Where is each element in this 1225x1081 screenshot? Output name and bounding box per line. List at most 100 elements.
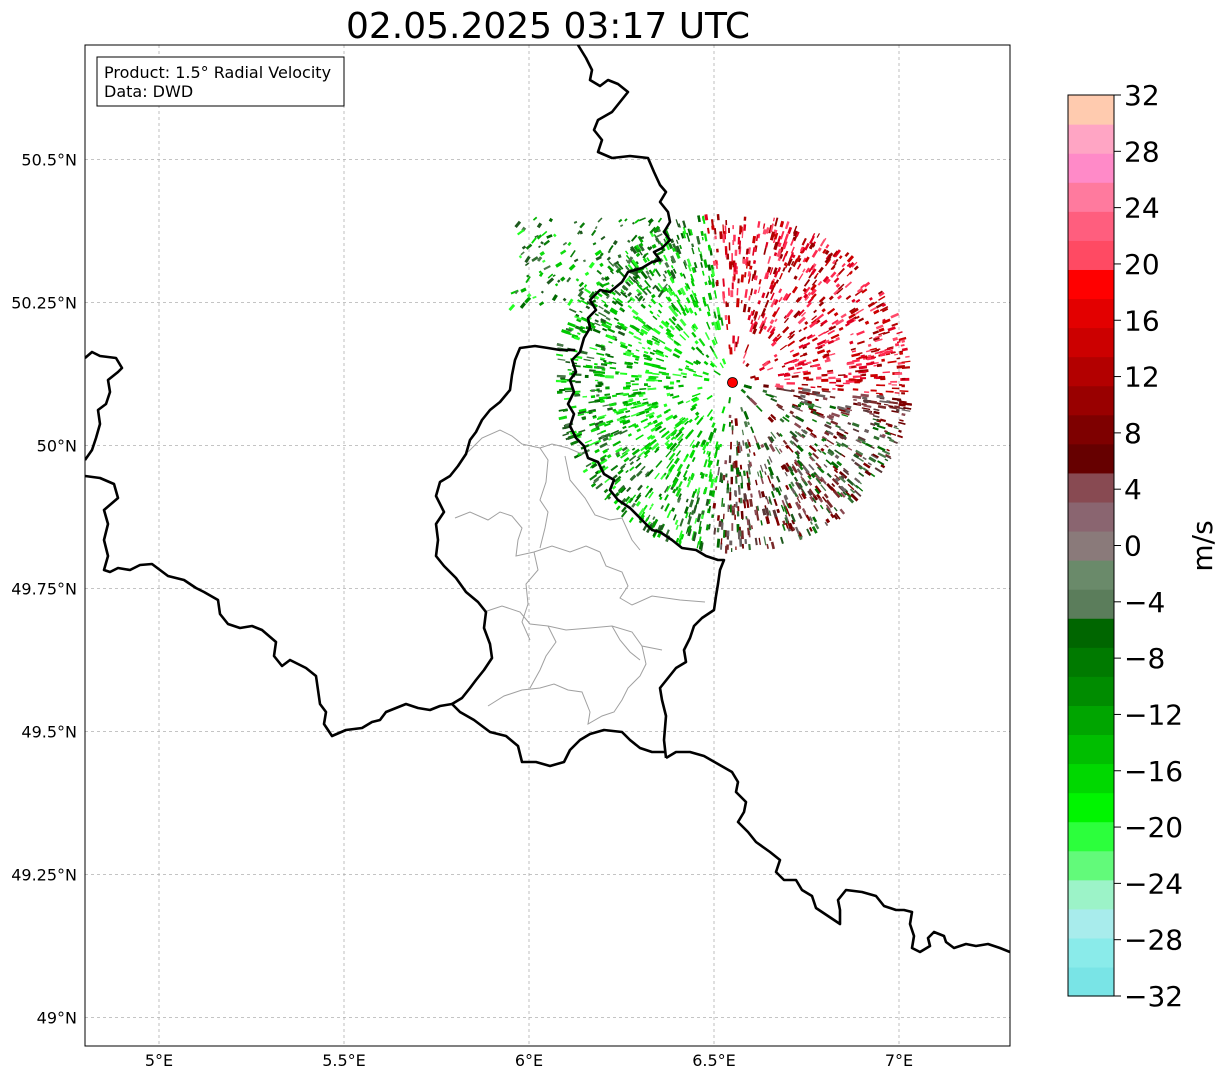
radar-echo xyxy=(764,471,767,475)
radar-echo xyxy=(818,497,824,503)
radar-echo xyxy=(605,386,610,390)
radar-echo xyxy=(543,239,551,246)
radar-echo xyxy=(901,413,906,416)
radar-echo xyxy=(650,442,660,451)
radar-echo xyxy=(665,529,670,536)
radar-echo xyxy=(811,337,818,342)
radar-echo xyxy=(868,296,873,301)
radar-echo xyxy=(744,442,749,449)
radar-echo xyxy=(803,286,811,295)
radar-echo xyxy=(748,449,751,453)
radar-echo xyxy=(779,417,785,423)
radar-echo xyxy=(703,233,708,242)
radar-echo xyxy=(636,292,642,297)
radar-echo xyxy=(642,290,648,296)
radar-echo xyxy=(631,447,636,451)
radar-echo xyxy=(692,397,700,403)
radar-echo xyxy=(708,473,713,482)
radar-echo xyxy=(869,306,877,312)
radar-echo xyxy=(558,415,568,421)
radar-echo xyxy=(690,473,695,481)
radar-echo xyxy=(736,336,740,344)
radar-echo xyxy=(595,482,603,490)
radar-echo xyxy=(642,298,646,302)
radar-echo xyxy=(606,256,611,261)
radar-echo xyxy=(573,336,580,341)
lon-tick-label: 6.5°E xyxy=(692,1051,736,1070)
radar-echo xyxy=(667,471,672,476)
radar-echo xyxy=(734,514,736,520)
colorbar-tick-label: −28 xyxy=(1124,924,1183,957)
radar-echo xyxy=(846,407,851,410)
radar-echo xyxy=(846,255,855,263)
radar-echo xyxy=(675,443,681,449)
radar-echo xyxy=(902,402,912,406)
radar-echo xyxy=(649,351,655,356)
radar-echo xyxy=(817,280,823,286)
radar-echo xyxy=(708,431,714,441)
radar-echo xyxy=(831,265,836,270)
radar-echo xyxy=(888,438,895,443)
radar-echo xyxy=(650,364,656,367)
radar-echo xyxy=(634,494,642,503)
radar-echo xyxy=(851,422,860,428)
radar-echo xyxy=(748,519,751,528)
radar-echo xyxy=(728,397,732,404)
radar-echo xyxy=(726,302,729,307)
radar-echo xyxy=(684,431,692,440)
radar-echo xyxy=(747,476,751,486)
radar-echo xyxy=(846,361,853,364)
radar-echo xyxy=(631,324,640,332)
radar-echo xyxy=(808,454,816,462)
radar-echo xyxy=(784,221,790,230)
colorbar-step xyxy=(1068,95,1114,125)
radar-echo xyxy=(855,449,864,456)
radar-echo xyxy=(842,491,847,496)
radar-echo xyxy=(633,245,640,253)
radar-echo xyxy=(691,392,701,398)
radar-echo xyxy=(884,430,888,433)
radar-echo xyxy=(787,340,796,347)
radar-echo xyxy=(872,453,879,459)
radar-echo xyxy=(784,471,788,477)
radar-echo xyxy=(846,318,855,325)
radar-echo xyxy=(850,307,859,315)
radar-echo xyxy=(720,522,724,530)
radar-echo xyxy=(644,517,649,522)
colorbar-step xyxy=(1068,821,1114,852)
radar-echo xyxy=(556,390,563,394)
radar-echo xyxy=(562,408,568,412)
radar-echo xyxy=(646,288,652,295)
radar-echo xyxy=(632,354,640,359)
radar-echo xyxy=(826,439,835,445)
radar-echo xyxy=(588,410,593,415)
radar-echo xyxy=(562,297,567,302)
radar-echo xyxy=(737,506,740,512)
radar-echo xyxy=(677,400,684,405)
radar-echo xyxy=(796,459,804,467)
radar-echo xyxy=(625,350,635,356)
radar-echo xyxy=(789,440,795,446)
radar-echo xyxy=(692,324,696,329)
radar-echo xyxy=(652,315,658,321)
radar-echo xyxy=(627,304,633,309)
radar-echo xyxy=(802,362,809,366)
radar-echo xyxy=(656,314,661,318)
radar-echo xyxy=(654,421,664,428)
radar-echo xyxy=(638,236,645,240)
radar-echo xyxy=(588,400,598,404)
radar-echo xyxy=(853,453,860,459)
radar-echo xyxy=(738,249,741,255)
radar-echo xyxy=(831,483,836,488)
radar-echo xyxy=(850,333,854,336)
radar-echo xyxy=(696,416,704,426)
radar-echo xyxy=(725,473,728,478)
radar-echo xyxy=(646,246,651,251)
radar-echo xyxy=(764,299,770,308)
radar-echo xyxy=(643,357,652,362)
radar-echo xyxy=(536,256,543,262)
radar-echo xyxy=(855,353,860,357)
radar-echo xyxy=(685,526,690,534)
radar-echo xyxy=(664,261,670,269)
radar-echo xyxy=(697,526,702,535)
